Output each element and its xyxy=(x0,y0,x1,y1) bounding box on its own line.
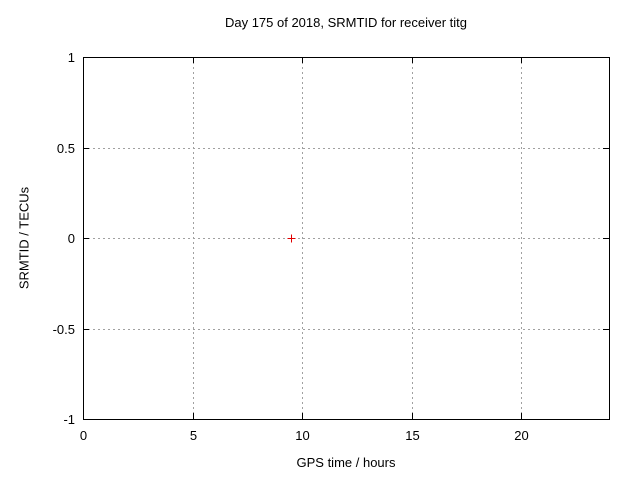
y-tick-label: -0.5 xyxy=(53,322,75,337)
y-tick-label: 1 xyxy=(68,50,75,65)
y-tick-label: 0 xyxy=(68,231,75,246)
x-tick-label: 5 xyxy=(190,428,197,443)
x-tick-label: 0 xyxy=(80,428,87,443)
y-tick-label: -1 xyxy=(63,412,75,427)
plot-border xyxy=(83,57,610,420)
y-tick-label: 0.5 xyxy=(57,141,75,156)
x-tick-label: 20 xyxy=(514,428,528,443)
chart-title: Day 175 of 2018, SRMTID for receiver tit… xyxy=(224,15,468,30)
x-axis-label: GPS time / hours xyxy=(296,455,396,470)
y-axis-label: SRMTID / TECUs xyxy=(16,186,32,290)
x-tick-label: 10 xyxy=(295,428,309,443)
x-tick-label: 15 xyxy=(405,428,419,443)
